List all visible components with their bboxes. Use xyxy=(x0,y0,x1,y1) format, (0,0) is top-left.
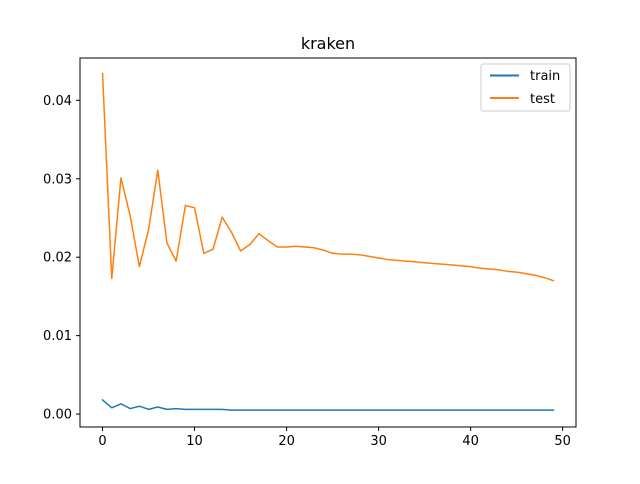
legend-label-test: test xyxy=(530,92,555,107)
x-tick-label: 0 xyxy=(98,434,106,449)
legend-label-train: train xyxy=(530,69,560,84)
y-tick-label: 0.03 xyxy=(43,172,72,187)
series-layer xyxy=(101,72,555,411)
axes-frame xyxy=(79,57,577,428)
legend: train test xyxy=(480,63,571,112)
x-tick-label: 30 xyxy=(370,434,387,449)
x-tick-label: 10 xyxy=(186,434,203,449)
series-line-test xyxy=(101,72,555,282)
x-tick-label: 20 xyxy=(278,434,295,449)
y-tick-label: 0.00 xyxy=(43,408,72,423)
y-tick-label: 0.02 xyxy=(43,251,72,266)
y-tick-label: 0.01 xyxy=(43,329,72,344)
y-tick-label: 0.04 xyxy=(43,94,72,109)
axes-layer: 0 10 20 30 40 50 0.00 0.01 0.02 0.03 0.04 xyxy=(43,57,577,449)
series-line-train xyxy=(101,398,555,411)
x-tick-label: 50 xyxy=(554,434,571,449)
chart-title: kraken xyxy=(301,34,355,53)
x-tick-label: 40 xyxy=(462,434,479,449)
